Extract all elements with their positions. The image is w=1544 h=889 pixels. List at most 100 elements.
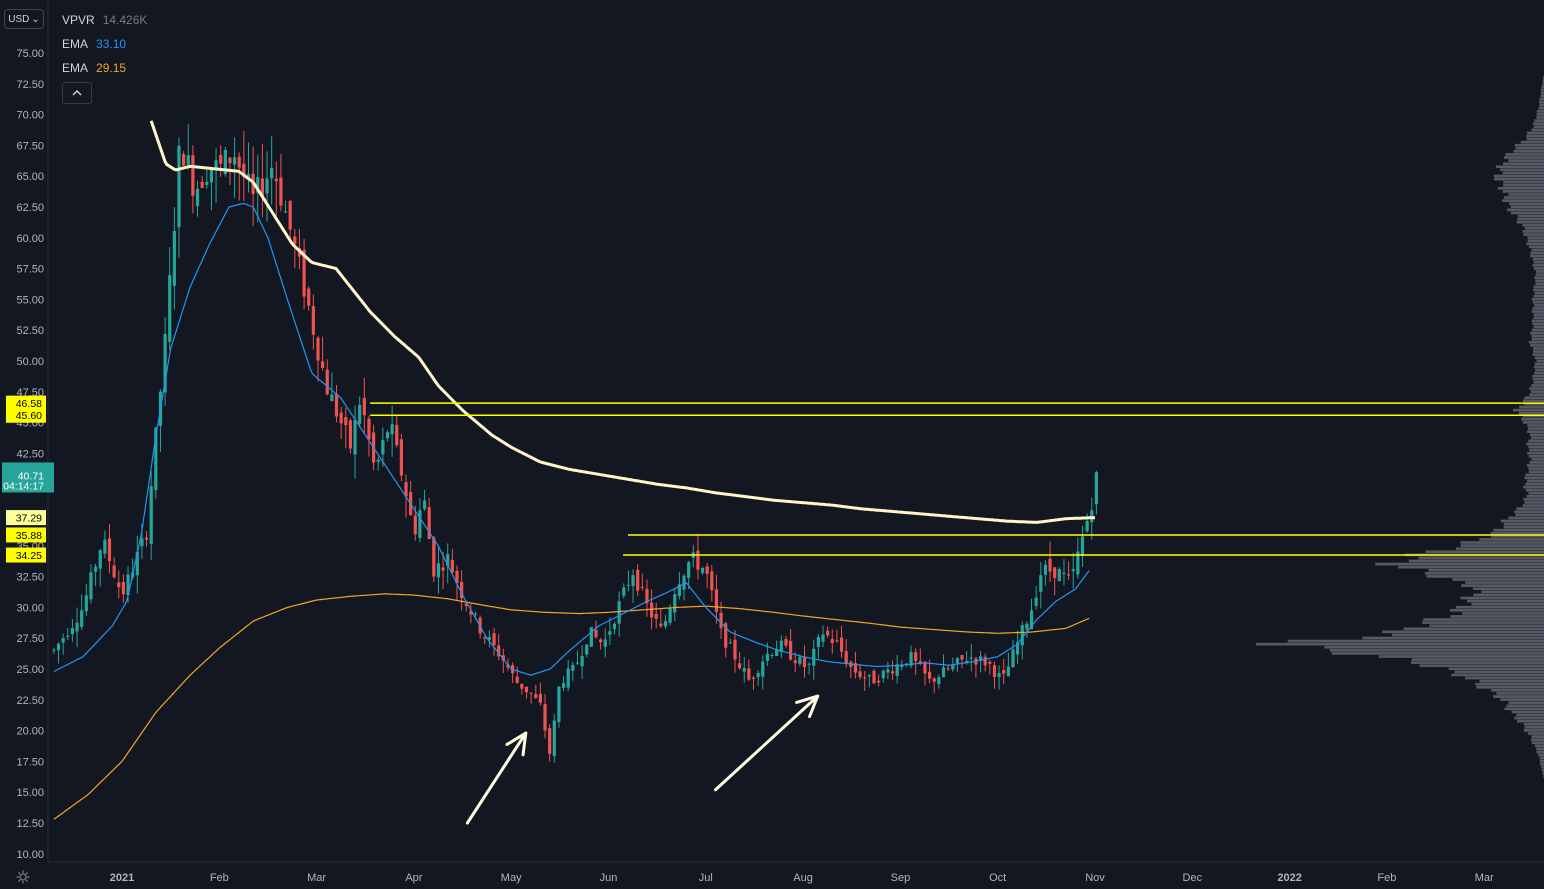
candle-body: [557, 686, 561, 722]
candle-body: [358, 404, 362, 424]
candle-body: [812, 648, 816, 666]
volume-profile-bar: [1424, 571, 1544, 575]
volume-profile-bar: [1515, 513, 1544, 517]
annotation-arrow[interactable]: [465, 731, 528, 825]
candle-body: [506, 664, 510, 668]
candle-body: [529, 692, 533, 694]
volume-profile-bar: [1472, 587, 1544, 591]
volume-profile-bar: [1471, 602, 1544, 606]
candle-body: [631, 575, 635, 587]
volume-profile-bar: [1503, 522, 1544, 526]
volume-profile-bar: [1523, 485, 1544, 489]
candle-body: [70, 627, 75, 635]
candle-body: [214, 160, 218, 170]
x-tick-label: Apr: [405, 872, 422, 884]
volume-profile-bar: [1520, 140, 1544, 144]
candle-body: [983, 656, 987, 666]
volume-profile-bar: [1539, 97, 1544, 101]
candle-body: [144, 537, 149, 540]
candle-body: [719, 612, 723, 629]
volume-profile-bar: [1533, 350, 1544, 353]
x-tick-label: Mar: [307, 872, 326, 884]
volume-profile-bar: [1531, 741, 1544, 745]
x-tick-label: Oct: [989, 872, 1006, 884]
volume-profile-bar: [1525, 473, 1544, 477]
time-axis[interactable]: 2021 Feb Mar Apr May Jun Jul Aug Sep Oct Nov Dec 202…: [110, 872, 1494, 884]
currency-button[interactable]: USD ⌄: [4, 9, 44, 29]
candle-body: [779, 640, 783, 652]
price-tag: [6, 510, 46, 526]
volume-profile-bar: [1535, 282, 1544, 286]
volume-profile-bar: [1521, 417, 1544, 421]
candle-body: [784, 639, 788, 646]
volume-profile-bar: [1455, 605, 1544, 609]
candle-body: [798, 656, 802, 664]
legend-row-ema-long[interactable]: EMA 29.15: [62, 56, 147, 80]
volume-profile-bar: [1449, 608, 1544, 612]
volume-profile-bar: [1530, 254, 1544, 258]
legend-row-ema-short[interactable]: EMA 33.10: [62, 32, 147, 56]
candle-body: [992, 665, 997, 677]
indicator-legend: VPVR 14.426K EMA 33.10 EMA 29.15: [62, 8, 147, 80]
candle-body: [149, 486, 153, 544]
candle-body: [1062, 572, 1066, 574]
candle-body: [163, 333, 167, 393]
candle-body: [307, 288, 311, 306]
candle-body: [585, 644, 589, 655]
volume-profile-bar: [1500, 698, 1544, 701]
annotation-arrow[interactable]: [714, 694, 820, 792]
volume-profile-bar: [1540, 91, 1544, 95]
volume-profile-bar: [1493, 174, 1544, 178]
volume-profile-bar: [1507, 208, 1544, 212]
candle-body: [599, 639, 603, 643]
candle-body: [1076, 551, 1080, 575]
candle-body: [969, 657, 973, 659]
candle-body: [1006, 666, 1010, 677]
volume-profile-bar: [1255, 642, 1544, 646]
gear-icon[interactable]: [16, 870, 30, 887]
volume-profile-bar: [1534, 362, 1544, 366]
y-tick-label: 25.00: [16, 664, 44, 676]
volume-profile-bar: [1392, 633, 1544, 637]
y-tick-label: 42.50: [16, 448, 44, 460]
volume-profile-bar: [1464, 676, 1544, 680]
volume-profile-bar: [1503, 180, 1544, 184]
volume-profile-bar: [1531, 297, 1544, 301]
annotation-arrows[interactable]: [465, 694, 820, 825]
candle-body: [232, 157, 237, 165]
candle-body: [385, 432, 390, 439]
candle-body: [168, 275, 172, 342]
candle-body: [1080, 536, 1085, 557]
horizontal-levels[interactable]: [370, 402, 1544, 556]
volume-profile-bar: [1429, 624, 1544, 628]
candle-body: [473, 613, 478, 615]
candle-body: [455, 570, 459, 584]
y-tick-label: 72.50: [16, 79, 44, 91]
volume-profile-bar: [1497, 186, 1544, 190]
x-tick-label: Feb: [1377, 872, 1396, 884]
candle-body: [84, 595, 88, 612]
volume-profile-bar: [1528, 491, 1544, 495]
chevron-down-icon: ⌄: [31, 13, 40, 25]
legend-collapse-button[interactable]: [62, 82, 92, 104]
x-tick-label: May: [501, 872, 522, 884]
volume-profile-bar: [1529, 393, 1544, 397]
candle-body: [390, 424, 394, 435]
candle-body: [890, 671, 895, 674]
candle-body: [617, 601, 621, 624]
volume-profile-bar: [1425, 550, 1544, 554]
candle-body: [807, 663, 811, 665]
x-tick-label: 2021: [110, 872, 134, 884]
price-tag: [6, 395, 46, 411]
volume-profile-bar: [1529, 387, 1544, 390]
x-tick-label: Jun: [600, 872, 618, 884]
candle-body: [413, 515, 417, 535]
candle-body: [830, 639, 834, 643]
candle-body: [1094, 472, 1098, 505]
candle-body: [714, 589, 719, 612]
volume-profile-bar: [1536, 116, 1544, 119]
candle-body: [909, 651, 913, 666]
volume-profile-bar: [1536, 109, 1544, 113]
legend-row-vpvr[interactable]: VPVR 14.426K: [62, 8, 147, 32]
